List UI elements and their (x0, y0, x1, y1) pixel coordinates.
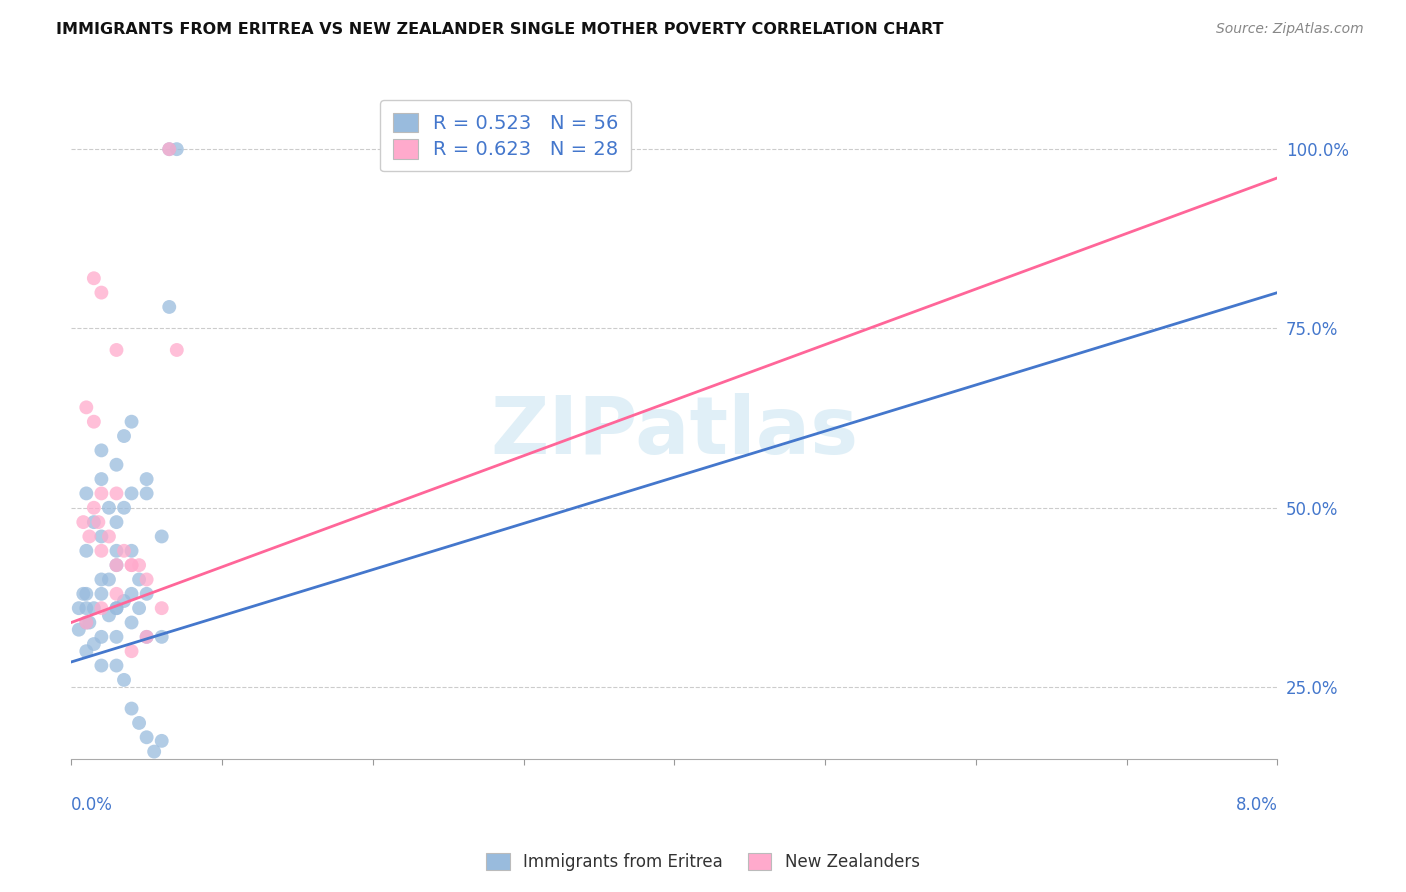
Point (112, 500, 135, 515)
Point (83, 637, 105, 651)
Point (166, 343, 188, 357)
Point (112, 594, 135, 608)
Point (75, 401, 97, 415)
Point (121, 415, 143, 429)
Point (121, 615, 143, 630)
Point (121, 644, 143, 658)
Point (105, 558, 128, 573)
Point (121, 543, 143, 558)
Text: IMMIGRANTS FROM ERITREA VS NEW ZEALANDER SINGLE MOTHER POVERTY CORRELATION CHART: IMMIGRANTS FROM ERITREA VS NEW ZEALANDER… (56, 22, 943, 37)
Point (112, 429, 135, 443)
Point (121, 701, 143, 715)
Point (105, 558, 128, 573)
Point (90, 443, 112, 458)
Point (121, 486, 143, 500)
Point (135, 731, 157, 745)
Point (83, 271, 105, 285)
Point (90, 529, 112, 543)
Point (112, 673, 135, 687)
Point (90, 630, 112, 644)
Y-axis label: Single Mother Poverty: Single Mother Poverty (0, 334, 7, 502)
Point (135, 472, 157, 486)
Point (75, 644, 97, 658)
Point (67, 623, 90, 637)
Point (105, 543, 128, 558)
Point (97, 573, 120, 587)
Point (75, 615, 97, 630)
Point (83, 515, 105, 529)
Point (121, 558, 143, 573)
Legend: R = 0.523   N = 56, R = 0.623   N = 28: R = 0.523 N = 56, R = 0.623 N = 28 (380, 100, 631, 171)
Point (128, 558, 150, 573)
Point (105, 343, 128, 357)
Point (105, 601, 128, 615)
Point (83, 601, 105, 615)
Point (128, 715, 150, 730)
Point (97, 500, 120, 515)
Point (128, 601, 150, 615)
Point (150, 601, 173, 615)
Point (90, 472, 112, 486)
Point (87, 515, 110, 529)
Point (75, 486, 97, 500)
Point (135, 573, 157, 587)
Point (90, 285, 112, 300)
Text: ZIPatlas: ZIPatlas (491, 392, 859, 471)
Legend: Immigrants from Eritrea, New Zealanders: Immigrants from Eritrea, New Zealanders (478, 845, 928, 880)
Point (90, 658, 112, 673)
Point (135, 630, 157, 644)
Point (97, 608, 120, 623)
Point (150, 529, 173, 543)
Point (97, 529, 120, 543)
Point (83, 415, 105, 429)
Point (112, 543, 135, 558)
Text: Source: ZipAtlas.com: Source: ZipAtlas.com (1216, 22, 1364, 37)
Point (143, 745, 166, 759)
Point (128, 573, 150, 587)
Point (166, 142, 188, 156)
Point (90, 601, 112, 615)
Point (135, 630, 157, 644)
Point (90, 486, 112, 500)
Point (105, 658, 128, 673)
Point (157, 142, 180, 156)
Point (90, 543, 112, 558)
Point (90, 573, 112, 587)
Point (75, 587, 97, 601)
Point (121, 558, 143, 573)
Point (150, 734, 173, 748)
Point (83, 773, 105, 788)
Point (79, 529, 101, 543)
Text: 0.0%: 0.0% (72, 797, 112, 814)
Point (72, 587, 94, 601)
Point (105, 630, 128, 644)
Point (135, 587, 157, 601)
Point (157, 142, 180, 156)
Point (105, 486, 128, 500)
Point (135, 486, 157, 500)
Point (75, 615, 97, 630)
Point (67, 601, 90, 615)
Point (75, 543, 97, 558)
Point (105, 601, 128, 615)
Point (105, 515, 128, 529)
Point (150, 630, 173, 644)
Point (75, 601, 97, 615)
Point (90, 587, 112, 601)
Text: 8.0%: 8.0% (1236, 797, 1278, 814)
Point (83, 500, 105, 515)
Point (157, 300, 180, 314)
Point (121, 587, 143, 601)
Point (79, 615, 101, 630)
Point (72, 515, 94, 529)
Point (105, 587, 128, 601)
Point (105, 458, 128, 472)
